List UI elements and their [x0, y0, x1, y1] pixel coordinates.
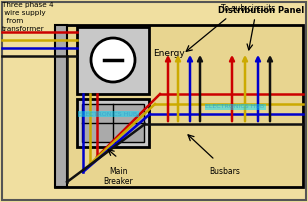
Text: ELECTRONICS HUB: ELECTRONICS HUB — [205, 104, 265, 109]
Text: Main
Breaker: Main Breaker — [103, 167, 133, 186]
Text: Three phase 4
 wire supply
  from
transformer: Three phase 4 wire supply from transform… — [2, 2, 54, 32]
Text: Distribution Panel: Distribution Panel — [218, 6, 304, 15]
Bar — [55, 25, 303, 187]
Text: To sub circuits: To sub circuits — [221, 4, 275, 13]
Text: Busbars: Busbars — [209, 167, 241, 176]
Bar — [77, 99, 149, 147]
Bar — [77, 27, 149, 94]
Bar — [82, 104, 144, 142]
Text: ELECTRONICS HUB: ELECTRONICS HUB — [79, 112, 138, 117]
Bar — [55, 25, 67, 187]
Text: Energy: Energy — [153, 49, 185, 59]
Circle shape — [91, 38, 135, 82]
